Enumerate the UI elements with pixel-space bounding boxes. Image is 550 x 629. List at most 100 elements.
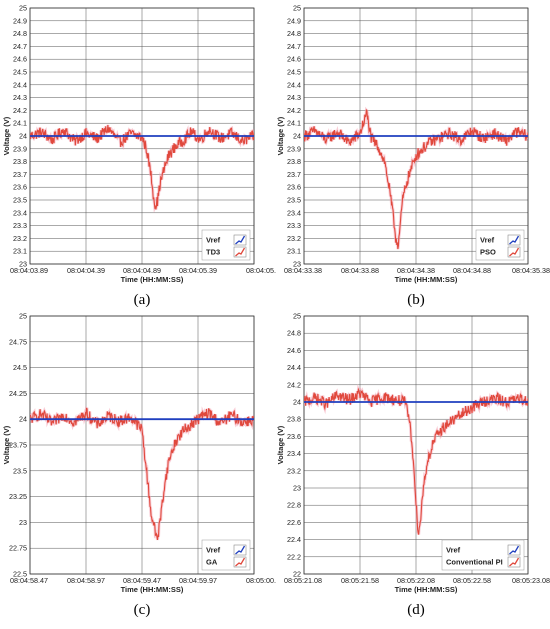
y-tick-label: 24.3 [287,93,301,102]
y-tick-label: 24.6 [287,346,301,355]
legend-swatch-box [507,556,521,568]
x-axis-label: Time (HH:MM:SS) [121,585,184,594]
y-tick-label: 24.4 [287,363,301,372]
y-tick-label: 23.75 [9,441,27,450]
y-tick-label: 24.7 [13,42,27,51]
y-tick-label: 24 [293,132,301,141]
series-line-conventional-pi [304,387,528,535]
y-tick-label: 22.8 [287,501,301,510]
legend-swatch-box [507,246,521,258]
y-tick-label: 24 [293,398,301,407]
y-tick-label: 23 [19,260,27,269]
chart-panel-4: 22 22.2 22.4 22.6 22.8 23 23.2 23.4 23.6 23.8 24 24… [276,312,550,619]
y-tick-label: 24.8 [287,329,301,338]
y-tick-label: 24.5 [287,68,301,77]
y-tick-label: 24.25 [9,389,27,398]
y-tick-label: 22.4 [287,535,301,544]
legend-label: Vref [480,236,495,245]
y-tick-label: 24.75 [9,337,27,346]
y-tick-label: 23.2 [13,234,27,243]
x-tick-label: 08:05:21.58 [341,576,379,585]
plot-frame [29,315,255,575]
legend-swatch [235,235,246,245]
y-tick-label: 22 [293,570,301,579]
y-tick-label: 24.3 [13,93,27,102]
y-tick-label: 23.4 [287,208,301,217]
y-tick-label: 23.1 [287,247,301,256]
x-tick-label: 08:04:04.89 [123,266,161,275]
y-tick-label: 24.1 [13,119,27,128]
y-tick-label: 24.9 [13,16,27,25]
panel-caption: (a) [134,292,151,308]
y-tick-label: 23.2 [287,234,301,243]
x-tick-label: 08:04:03.89 [10,266,48,275]
y-tick-label: 23.9 [287,144,301,153]
x-tick-label: 08:04:35.38 [512,266,550,275]
y-tick-label: 24.5 [13,363,27,372]
y-tick-label: 23.5 [13,466,27,475]
y-tick-label: 23.9 [13,144,27,153]
legend-swatch-box [233,246,247,258]
x-tick-label: 08:04:04.39 [67,266,105,275]
legend: Vref PSO [475,229,525,261]
y-tick-label: 23.1 [13,247,27,256]
x-tick-label: 08:04:34.88 [453,266,491,275]
x-tick-label: 08:04:05.39 [179,266,217,275]
y-axis-label: Voltage (V) [2,425,11,464]
y-tick-label: 23.6 [287,183,301,192]
x-tick-label: 08:05:21.08 [284,576,322,585]
legend-swatch-box [507,234,521,246]
y-axis-label: Voltage (V) [2,116,11,155]
x-tick-label: 08:05:23.08 [512,576,550,585]
chart-panel-1: 23 23.1 23.2 23.3 23.4 23.5 23.6 23.7 23.8 23.9 24… [2,4,276,309]
legend-swatch [509,545,520,555]
panel-caption: (d) [407,602,425,618]
y-tick-label: 24.6 [287,55,301,64]
y-tick-label: 23.7 [287,170,301,179]
x-tick-label: 08:04:33.88 [341,266,379,275]
y-tick-label: 22.6 [287,518,301,527]
legend: Vref GA [201,539,251,571]
legend-label: TD3 [206,248,220,257]
panel-caption: (b) [407,292,425,308]
x-tick-label: 08:04:58.47 [10,576,48,585]
x-tick-label: 08:04:33.38 [284,266,322,275]
y-tick-label: 25 [19,4,27,13]
y-tick-label: 24.2 [287,380,301,389]
plot-frame [303,315,529,575]
y-tick-label: 25 [19,312,27,321]
legend-label: Conventional PI [446,558,503,567]
y-tick-label: 23.8 [13,157,27,166]
y-tick-label: 23 [19,518,27,527]
y-tick-label: 22.2 [287,552,301,561]
y-tick-label: 23.5 [287,196,301,205]
x-axis-label: Time (HH:MM:SS) [395,275,458,284]
y-tick-label: 25 [293,312,301,321]
legend-label: Vref [446,546,461,555]
legend-swatch-box [233,234,247,246]
x-axis-label: Time (HH:MM:SS) [395,585,458,594]
y-tick-label: 22.75 [9,544,27,553]
y-tick-label: 24 [19,132,27,141]
y-tick-label: 25 [293,4,301,13]
y-tick-label: 23.4 [287,449,301,458]
y-tick-label: 24 [19,415,27,424]
y-tick-label: 24.1 [287,119,301,128]
y-tick-label: 23.6 [287,432,301,441]
y-tick-label: 23.8 [287,415,301,424]
y-tick-label: 24.9 [287,16,301,25]
panel-caption: (c) [134,602,151,618]
y-tick-label: 23.3 [13,221,27,230]
x-tick-label: 08:05:22.58 [453,576,491,585]
y-tick-label: 23.25 [9,492,27,501]
legend-swatch-box [233,544,247,556]
legend-label: PSO [480,248,496,257]
legend-swatch-box [507,544,521,556]
legend: Vref TD3 [201,229,251,261]
y-tick-label: 23.5 [13,196,27,205]
y-axis-label: Voltage (V) [276,116,285,155]
y-tick-label: 24.8 [287,29,301,38]
x-tick-label: 08:04:59.97 [179,576,217,585]
